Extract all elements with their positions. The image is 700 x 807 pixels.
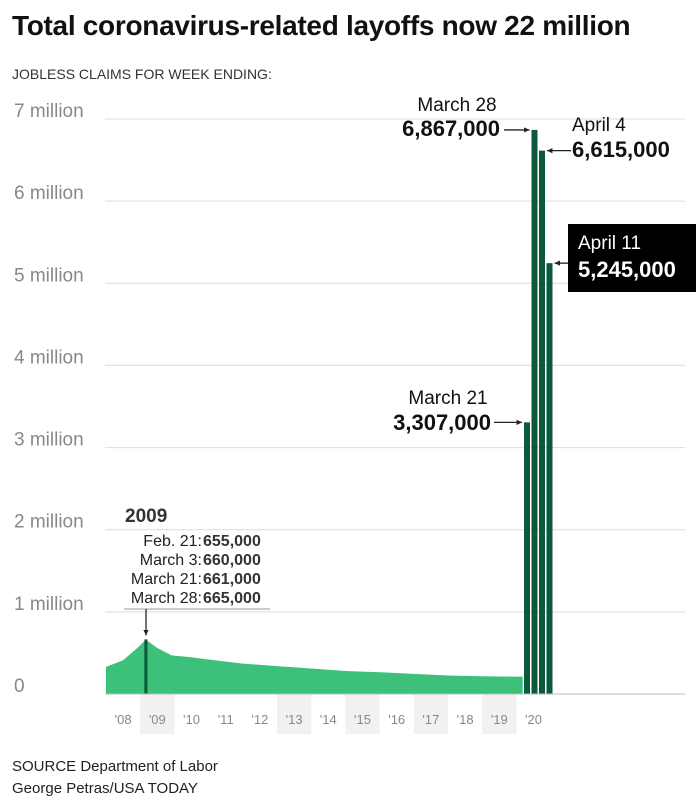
label-date-april-4: April 4 xyxy=(572,115,626,136)
label-2009-value: 661,000 xyxy=(203,571,261,588)
jobless-claims-chart: 0 1 million 2 million 3 million 4 million 5 m… xyxy=(14,95,696,734)
arrow-march-28 xyxy=(504,127,530,133)
x-tick-label: '17 xyxy=(422,712,439,727)
x-tick-label: '20 xyxy=(525,712,542,727)
y-tick-label: 7 million xyxy=(14,101,84,122)
y-tick-label: 0 xyxy=(14,676,25,697)
latest-week-box xyxy=(568,224,696,292)
arrow-april-4 xyxy=(547,148,571,154)
x-tick-label: '13 xyxy=(286,712,303,727)
y-tick-label: 5 million xyxy=(14,265,84,286)
x-tick-label: '12 xyxy=(251,712,268,727)
y-tick-label: 6 million xyxy=(14,183,84,204)
peak-2009-bar xyxy=(144,639,148,694)
year-band-19 xyxy=(482,694,517,734)
label-date-march-21: March 21 xyxy=(408,388,487,409)
label-2009-value: 655,000 xyxy=(203,533,261,550)
history-area xyxy=(106,639,523,694)
label-date-march-28: March 28 xyxy=(417,95,496,116)
label-value-march-28: 6,867,000 xyxy=(402,116,500,141)
label-value-april-4: 6,615,000 xyxy=(572,137,670,162)
chart-title: Total coronavirus-related layoffs now 22… xyxy=(12,10,631,41)
y-tick-label: 2 million xyxy=(14,512,84,533)
x-tick-label: '08 xyxy=(115,712,132,727)
y-tick-label: 3 million xyxy=(14,430,84,451)
label-2009-value: 660,000 xyxy=(203,552,261,569)
arrow-april-11 xyxy=(554,260,568,266)
x-tick-label: '18 xyxy=(457,712,474,727)
source-line: SOURCE Department of Labor xyxy=(12,758,218,775)
bar-april-11 xyxy=(546,263,553,694)
arrow-2009-peak xyxy=(143,609,149,636)
bar-march-28 xyxy=(531,129,538,695)
y-tick-label: 1 million xyxy=(14,594,84,615)
year-band-17 xyxy=(413,694,448,734)
credit-line: George Petras/USA TODAY xyxy=(12,780,198,797)
x-tick-label: '15 xyxy=(354,712,371,727)
label-2009-date: March 21: xyxy=(131,571,202,588)
label-value-march-21: 3,307,000 xyxy=(393,410,491,435)
x-tick-label: '16 xyxy=(388,712,405,727)
x-tick-label: '11 xyxy=(218,712,234,727)
x-tick-label: '14 xyxy=(320,712,337,727)
label-2009-date: March 3: xyxy=(140,552,202,569)
year-band-09 xyxy=(140,694,175,734)
x-tick-label: '10 xyxy=(183,712,200,727)
arrow-march-21 xyxy=(494,419,522,425)
x-tick-label: '19 xyxy=(491,712,508,727)
chart-subtitle: JOBLESS CLAIMS FOR WEEK ENDING: xyxy=(12,66,272,82)
source-note: SOURCE Department of Labor George Petras… xyxy=(12,756,218,800)
bar-march-21 xyxy=(524,422,530,694)
label-value-april-11: 5,245,000 xyxy=(578,257,676,282)
label-2009-date: Feb. 21: xyxy=(143,533,202,550)
x-tick-label: '09 xyxy=(149,712,166,727)
y-tick-label: 4 million xyxy=(14,347,84,368)
label-2009-heading: 2009 xyxy=(125,506,167,527)
label-2009-value: 665,000 xyxy=(203,590,261,607)
year-band-13 xyxy=(277,694,312,734)
bar-april-4 xyxy=(539,150,545,694)
label-2009-date: March 28: xyxy=(131,590,202,607)
label-date-april-11: April 11 xyxy=(578,233,641,254)
year-band-15 xyxy=(345,694,380,734)
